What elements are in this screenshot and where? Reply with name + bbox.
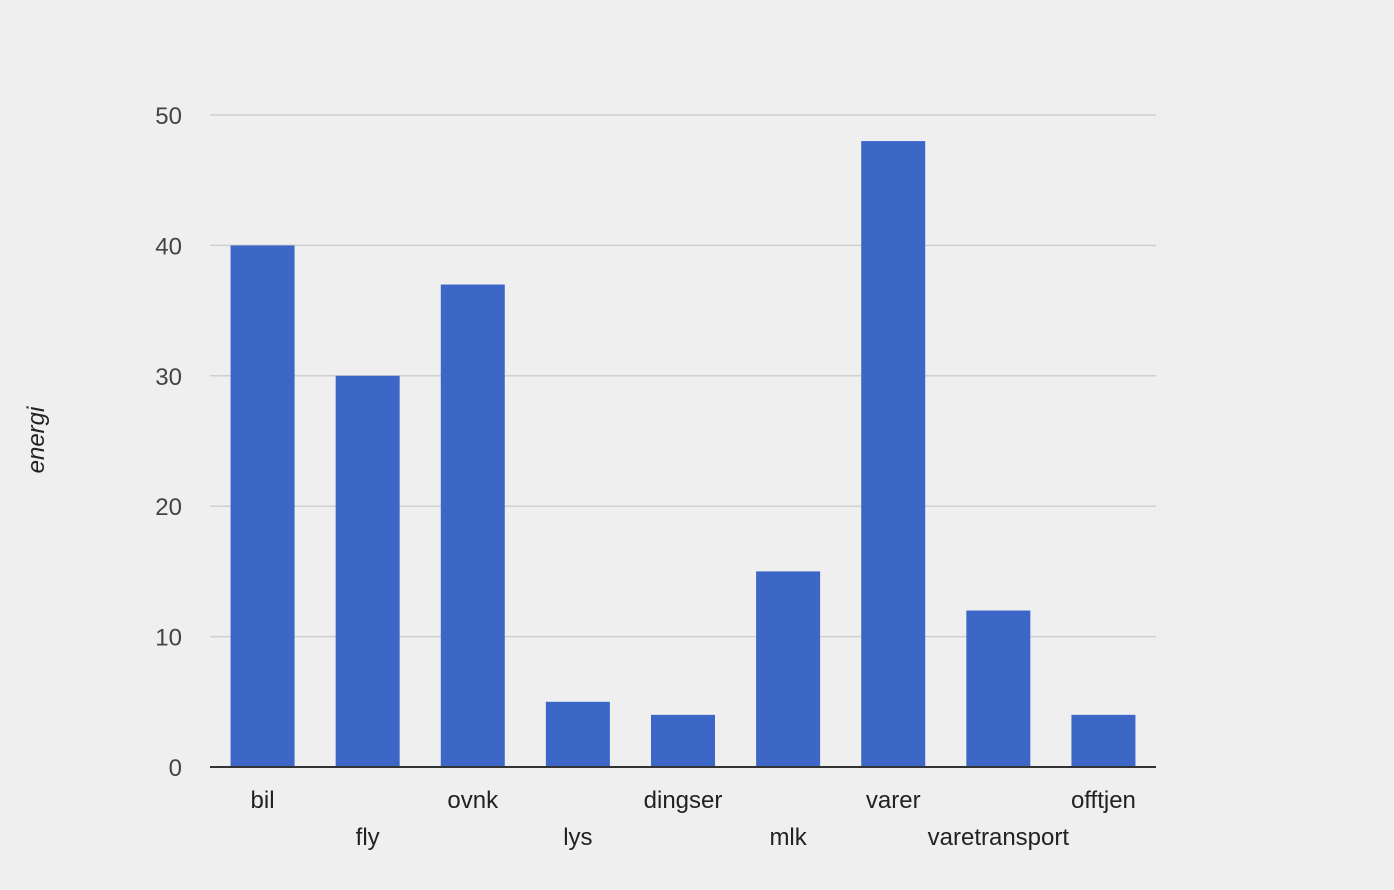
x-tick-label: ovnk [447, 787, 499, 814]
bar-dingser [651, 714, 715, 767]
bar-varetransport [966, 610, 1031, 767]
x-tick-label: dingser [644, 787, 723, 814]
y-tick-label: 50 [155, 103, 182, 130]
y-tick-label: 10 [155, 625, 182, 652]
y-tick-label: 0 [169, 755, 182, 782]
x-tick-label: varer [866, 787, 921, 814]
y-tick-label: 40 [155, 233, 182, 260]
bar-mlk [756, 571, 821, 767]
y-tick-label: 20 [155, 494, 182, 521]
labels: 0 10 20 30 40 50 bil fly ovnk lys dingser mlk varerv… [155, 103, 1136, 851]
x-tick-label: offtjen [1071, 787, 1136, 814]
bar-varer [861, 141, 926, 767]
bar-fly [335, 375, 400, 767]
bar-bil [230, 245, 295, 767]
bar-ovnk [440, 284, 505, 767]
bar-offtjen [1071, 714, 1136, 767]
x-tick-label: lys [563, 824, 592, 851]
y-tick-label: 30 [155, 364, 182, 391]
x-tick-label: varetransport [928, 824, 1070, 851]
bars [230, 141, 1136, 767]
y-axis-label: energi [23, 406, 50, 473]
x-tick-label: fly [356, 824, 380, 851]
x-tick-label: mlk [769, 824, 807, 851]
bar-lys [545, 701, 610, 767]
x-tick-label: bil [251, 787, 275, 814]
